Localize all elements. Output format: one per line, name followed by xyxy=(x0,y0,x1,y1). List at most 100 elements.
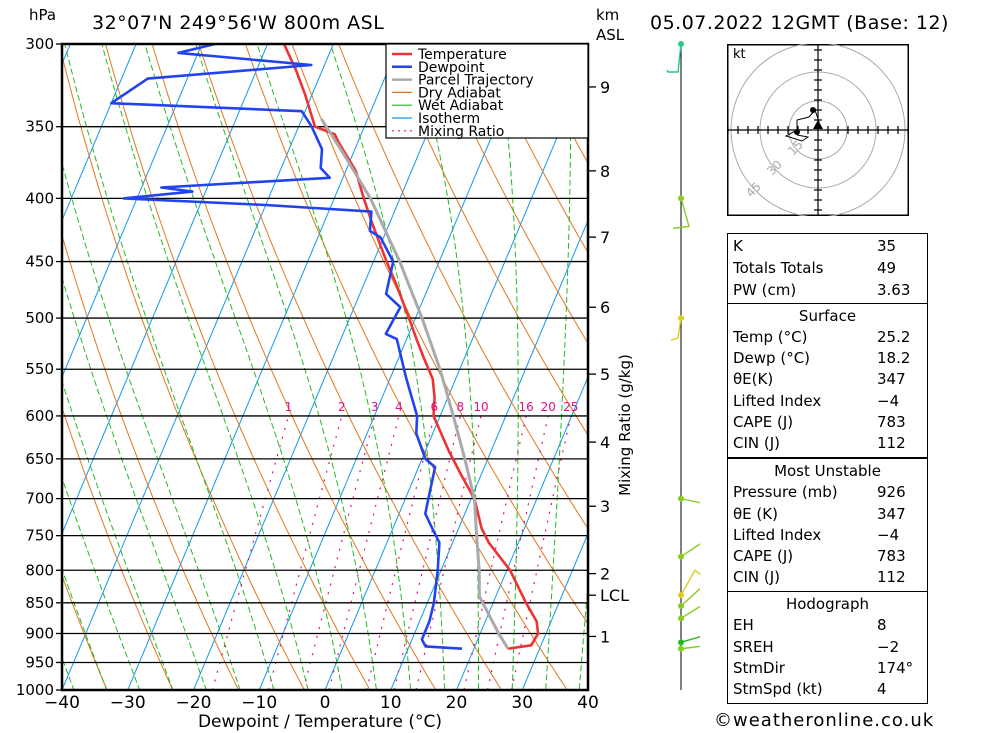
pressure-tick-label: 650 xyxy=(25,450,54,468)
km-tick-label: 3 xyxy=(600,497,610,516)
mixing-ratio-label: 8 xyxy=(457,400,465,414)
hodograph-point-top xyxy=(810,107,816,113)
hodograph-stats-title: Hodograph xyxy=(785,595,870,613)
surface-title: Surface xyxy=(798,307,857,325)
wind-barb-dot xyxy=(678,645,684,652)
dry-adiabat-line xyxy=(477,44,588,254)
isotherm-line xyxy=(643,0,700,716)
isotherm-line xyxy=(62,44,334,690)
wind-barb xyxy=(680,569,700,596)
mixing-ratio-label: 10 xyxy=(473,400,488,414)
surface-row: Lifted Index −4 xyxy=(733,392,922,413)
mixing-ratio-line xyxy=(302,415,376,690)
most-unstable-label: θE (K) xyxy=(733,505,778,523)
legend-label: Wet Adiabat xyxy=(418,98,504,114)
most-unstable-label: CAPE (J) xyxy=(733,547,794,565)
hodograph-stats-row: StmSpd (kt) 4 xyxy=(733,680,922,701)
mixing-ratio-label: 6 xyxy=(431,400,439,414)
surface-label: Lifted Index xyxy=(733,392,822,410)
km-tick-labels: 9 8 7 6 5 4 3 2 LCL 1 xyxy=(588,78,629,646)
most-unstable-value: 347 xyxy=(877,505,906,523)
mixing-ratio-line xyxy=(365,415,435,690)
legend-label: Mixing Ratio xyxy=(418,124,504,140)
km-tick-label: 2 xyxy=(600,565,610,584)
mixing-ratio-line xyxy=(393,415,461,690)
wet-adiabat-line xyxy=(101,44,309,690)
mixing-ratio-label: 4 xyxy=(395,400,403,414)
mixing-ratio-line xyxy=(211,415,290,690)
temperature-line xyxy=(282,44,540,650)
legend-label: Temperature xyxy=(417,47,507,63)
wind-barb xyxy=(670,317,682,341)
surface-row: CIN (J) 112 xyxy=(733,434,922,455)
wet-adiabat-line xyxy=(256,44,412,690)
plot-frame xyxy=(60,42,590,692)
legend-label: Dewpoint xyxy=(418,60,485,76)
x-tick-label: −40 xyxy=(44,693,80,713)
hodograph-stats-label: StmDir xyxy=(733,659,785,677)
km-tick-label: 1 xyxy=(600,627,610,646)
surface-row: Temp (°C) 25.2 xyxy=(733,328,922,349)
datetime-title: 05.07.2022 12GMT (Base: 12) xyxy=(650,12,949,34)
most-unstable-panel: Most Unstable Pressure (mb) 926 θE (K) 347… xyxy=(727,458,928,592)
surface-label: CAPE (J) xyxy=(733,413,794,431)
most-unstable-label: Pressure (mb) xyxy=(733,483,838,501)
hodograph-stats-value: 4 xyxy=(877,680,887,698)
pressure-tick-label: 600 xyxy=(25,407,54,425)
legend-label: Parcel Trajectory xyxy=(418,73,534,89)
asl-label: ASL xyxy=(596,26,625,44)
index-value: 35 xyxy=(877,237,897,255)
most-unstable-row: Lifted Index −4 xyxy=(733,526,922,547)
surface-value: 783 xyxy=(877,413,906,431)
x-tick-labels: −40 −30 −20 −10 0 10 20 30 40 xyxy=(44,693,599,713)
legend-box xyxy=(385,43,589,139)
index-row-pw: PW (cm) 3.63 xyxy=(733,281,922,302)
mixing-ratio-line xyxy=(415,415,482,690)
x-axis-label: Dewpoint / Temperature (°C) xyxy=(198,712,442,732)
x-tick-label: −20 xyxy=(176,693,212,713)
most-unstable-value: 112 xyxy=(877,568,906,586)
legend-label: Isotherm xyxy=(418,111,480,127)
isotherm-line xyxy=(62,44,137,222)
hodograph-trace xyxy=(784,109,820,142)
most-unstable-title-row: Most Unstable xyxy=(733,462,922,483)
dry-adiabat-line xyxy=(62,54,305,690)
hodograph-stats-value: 174° xyxy=(877,659,914,677)
wind-barb xyxy=(680,635,700,644)
profiles xyxy=(109,44,540,650)
dry-adiabat-line xyxy=(62,574,108,690)
hodograph-unit-label: kt xyxy=(733,47,746,62)
wind-barbs xyxy=(666,41,700,652)
most-unstable-label: Lifted Index xyxy=(733,526,822,544)
most-unstable-row: Pressure (mb) 926 xyxy=(733,483,922,504)
most-unstable-row: CIN (J) 112 xyxy=(733,568,922,589)
hodograph-stats-row: StmDir 174° xyxy=(733,659,922,680)
mixing-ratio-label: 3 xyxy=(371,400,379,414)
hodograph-stats-title-row: Hodograph xyxy=(733,595,922,616)
skewt-chart: 1 2 3 4 6 8 10 16 20 25 3003504004505005506006507… xyxy=(16,0,700,732)
wind-barb xyxy=(666,43,682,73)
wet-adiabat-line xyxy=(62,567,108,690)
most-unstable-value: −4 xyxy=(877,526,900,544)
pressure-tick-label: 400 xyxy=(25,189,54,207)
parcel-trajectory-line xyxy=(320,118,510,650)
legend-label: Dry Adiabat xyxy=(418,85,501,101)
pressure-tick-label: 500 xyxy=(25,309,54,327)
x-tick-label: 20 xyxy=(446,693,468,713)
hodograph-stats-label: SREH xyxy=(733,638,774,656)
index-value: 49 xyxy=(877,259,897,277)
mixing-ratio-label: 2 xyxy=(338,400,346,414)
km-tick-label: 5 xyxy=(600,365,610,384)
wind-barb-dot xyxy=(678,495,684,502)
background-lines xyxy=(62,0,700,716)
copyright-link[interactable]: ©weatheronline.co.uk xyxy=(714,710,935,731)
km-tick-label: 8 xyxy=(600,162,610,181)
surface-label: Temp (°C) xyxy=(733,328,808,346)
mixing-ratio-axis-label: Mixing Ratio (g/kg) xyxy=(616,354,634,496)
most-unstable-label: CIN (J) xyxy=(733,568,781,586)
pressure-tick-label: 850 xyxy=(25,594,54,612)
pressure-tick-label: 950 xyxy=(25,653,54,671)
hodograph-stats-value: −2 xyxy=(877,638,900,656)
hodograph-stats-label: StmSpd (kt) xyxy=(733,680,823,698)
mixing-ratio-label: 1 xyxy=(285,400,293,414)
